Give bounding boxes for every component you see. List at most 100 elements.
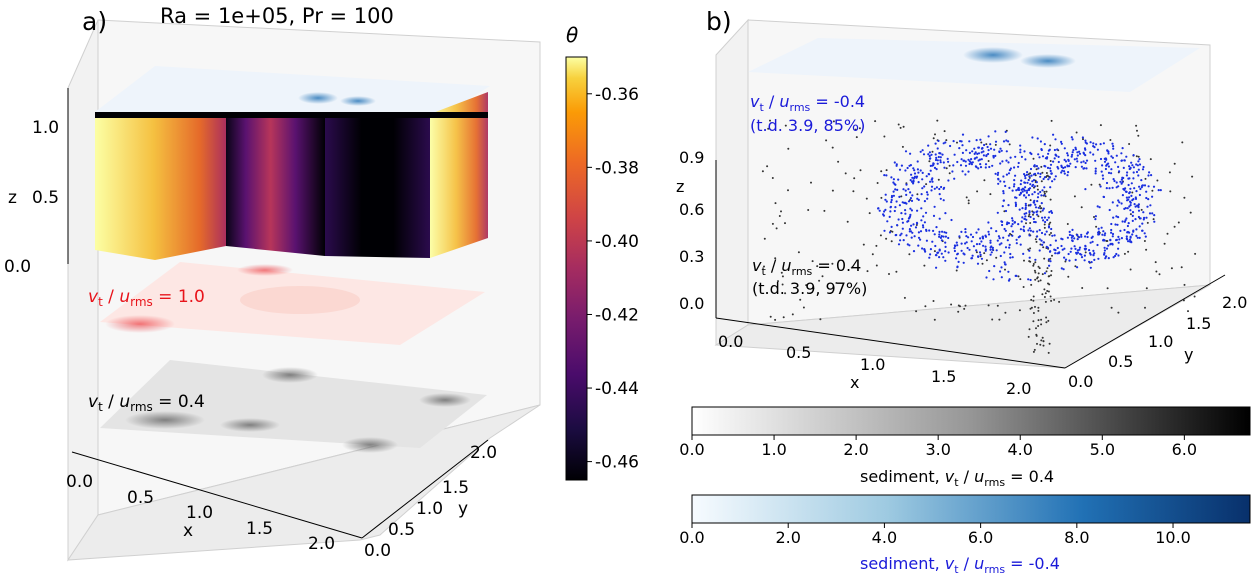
scatter-point-black bbox=[1032, 350, 1035, 353]
scatter-point-blue bbox=[1076, 249, 1079, 252]
scatter-point-blue bbox=[1070, 236, 1073, 239]
scatter-point-black bbox=[1035, 168, 1038, 171]
scatter-point-blue bbox=[988, 269, 991, 273]
scatter-point-blue bbox=[890, 176, 893, 179]
scatter-point-blue bbox=[940, 239, 944, 242]
scatter-point-blue bbox=[1009, 252, 1012, 256]
scatter-point-blue bbox=[947, 160, 950, 163]
scatter-point-black bbox=[1082, 138, 1084, 141]
colorbar-tick-label: 0.0 bbox=[679, 440, 704, 459]
grey-layer-blob-2 bbox=[262, 367, 318, 383]
scatter-point-blue bbox=[1107, 244, 1110, 247]
scatter-point-blue bbox=[1074, 247, 1077, 250]
scatter-point-blue bbox=[1007, 270, 1010, 273]
scatter-point-blue bbox=[1132, 171, 1135, 174]
scatter-point-black bbox=[879, 234, 882, 237]
scatter-point-blue bbox=[968, 248, 971, 251]
scatter-point-blue bbox=[986, 145, 989, 149]
scatter-point-blue bbox=[907, 188, 910, 191]
scatter-point-blue bbox=[1022, 252, 1025, 255]
scatter-point-black bbox=[1081, 287, 1084, 289]
scatter-point-blue bbox=[1111, 186, 1114, 189]
scatter-point-blue bbox=[1054, 138, 1057, 141]
scatter-point-black bbox=[1046, 174, 1049, 177]
scatter-point-blue bbox=[933, 205, 936, 208]
scatter-point-blue bbox=[934, 158, 938, 162]
scatter-point-black bbox=[995, 256, 998, 259]
scatter-point-blue bbox=[1121, 181, 1124, 184]
scatter-point-blue bbox=[978, 242, 981, 246]
scatter-point-blue bbox=[929, 248, 933, 251]
scatter-point-blue bbox=[912, 182, 915, 185]
scatter-point-blue bbox=[890, 201, 893, 204]
scatter-point-blue bbox=[1037, 206, 1040, 209]
scatter-point-blue bbox=[892, 178, 896, 181]
scatter-point-blue bbox=[922, 153, 926, 156]
scatter-point-blue bbox=[943, 231, 946, 234]
scatter-point-blue bbox=[1110, 222, 1113, 226]
scatter-point-blue bbox=[1125, 196, 1128, 199]
scatter-point-blue bbox=[928, 154, 931, 158]
scatter-point-blue bbox=[1027, 178, 1030, 182]
scatter-point-blue bbox=[1088, 252, 1092, 255]
scatter-point-blue bbox=[976, 262, 980, 265]
scatter-point-black bbox=[1140, 208, 1143, 211]
scatter-point-blue bbox=[1071, 239, 1074, 242]
scatter-point-blue bbox=[1120, 202, 1123, 205]
scatter-point-blue bbox=[878, 209, 881, 212]
scatter-point-blue bbox=[1132, 229, 1135, 232]
scatter-point-black bbox=[1027, 215, 1030, 218]
scatter-point-black bbox=[787, 147, 790, 150]
scatter-point-black bbox=[1004, 268, 1006, 271]
scatter-point-blue bbox=[1069, 162, 1072, 165]
scatter-point-blue bbox=[1099, 185, 1102, 188]
scatter-point-black bbox=[1098, 183, 1101, 186]
scatter-point-blue bbox=[1107, 152, 1110, 155]
scatter-point-blue bbox=[1120, 178, 1123, 181]
scatter-point-black bbox=[1022, 286, 1025, 288]
scatter-point-black bbox=[1170, 267, 1173, 270]
scatter-point-blue bbox=[1019, 144, 1022, 147]
scatter-point-blue bbox=[901, 201, 904, 204]
scatter-point-blue bbox=[896, 224, 899, 227]
scatter-point-blue bbox=[949, 144, 952, 148]
scatter-point-blue bbox=[938, 233, 941, 236]
scatter-point-black bbox=[1058, 300, 1061, 303]
scatter-point-blue bbox=[1023, 173, 1026, 176]
scatter-point-black bbox=[1064, 260, 1067, 263]
scatter-point-blue bbox=[997, 171, 1000, 174]
scatter-point-black bbox=[1028, 328, 1031, 331]
scatter-point-blue bbox=[1080, 161, 1083, 164]
axis-line-y bbox=[361, 439, 489, 539]
scatter-point-black bbox=[875, 244, 878, 247]
scatter-point-blue bbox=[1026, 181, 1029, 184]
scatter-point-blue bbox=[1000, 276, 1003, 279]
z-axis-label: z bbox=[676, 177, 684, 196]
scatter-point-black bbox=[1035, 240, 1038, 243]
scatter-point-blue bbox=[919, 230, 923, 233]
scatter-point-blue bbox=[1064, 258, 1068, 261]
scatter-point-blue bbox=[915, 175, 919, 178]
scatter-point-blue bbox=[1029, 215, 1032, 219]
scatter-point-blue bbox=[1050, 172, 1053, 175]
scatter-point-blue bbox=[924, 211, 928, 214]
scatter-point-blue bbox=[1141, 229, 1144, 232]
scatter-point-blue bbox=[987, 149, 990, 152]
scatter-point-blue bbox=[917, 231, 921, 234]
scatter-point-blue bbox=[927, 144, 930, 147]
scatter-point-blue bbox=[1117, 247, 1120, 250]
scatter-point-black bbox=[1095, 225, 1098, 228]
scatter-point-black bbox=[859, 169, 862, 172]
scatter-point-black bbox=[981, 262, 984, 265]
scatter-point-blue bbox=[1106, 149, 1109, 153]
scatter-point-blue bbox=[1129, 236, 1132, 239]
scatter-point-black bbox=[1032, 320, 1035, 323]
scatter-point-blue bbox=[969, 161, 973, 164]
scatter-point-blue bbox=[912, 223, 915, 226]
scatter-point-blue bbox=[938, 256, 941, 259]
scatter-point-blue bbox=[1034, 203, 1037, 206]
figure-title: Ra = 1e+05, Pr = 100 bbox=[160, 4, 394, 28]
scatter-point-blue bbox=[1120, 152, 1123, 155]
scatter-point-blue bbox=[1078, 246, 1082, 249]
scatter-point-blue bbox=[1009, 256, 1012, 259]
